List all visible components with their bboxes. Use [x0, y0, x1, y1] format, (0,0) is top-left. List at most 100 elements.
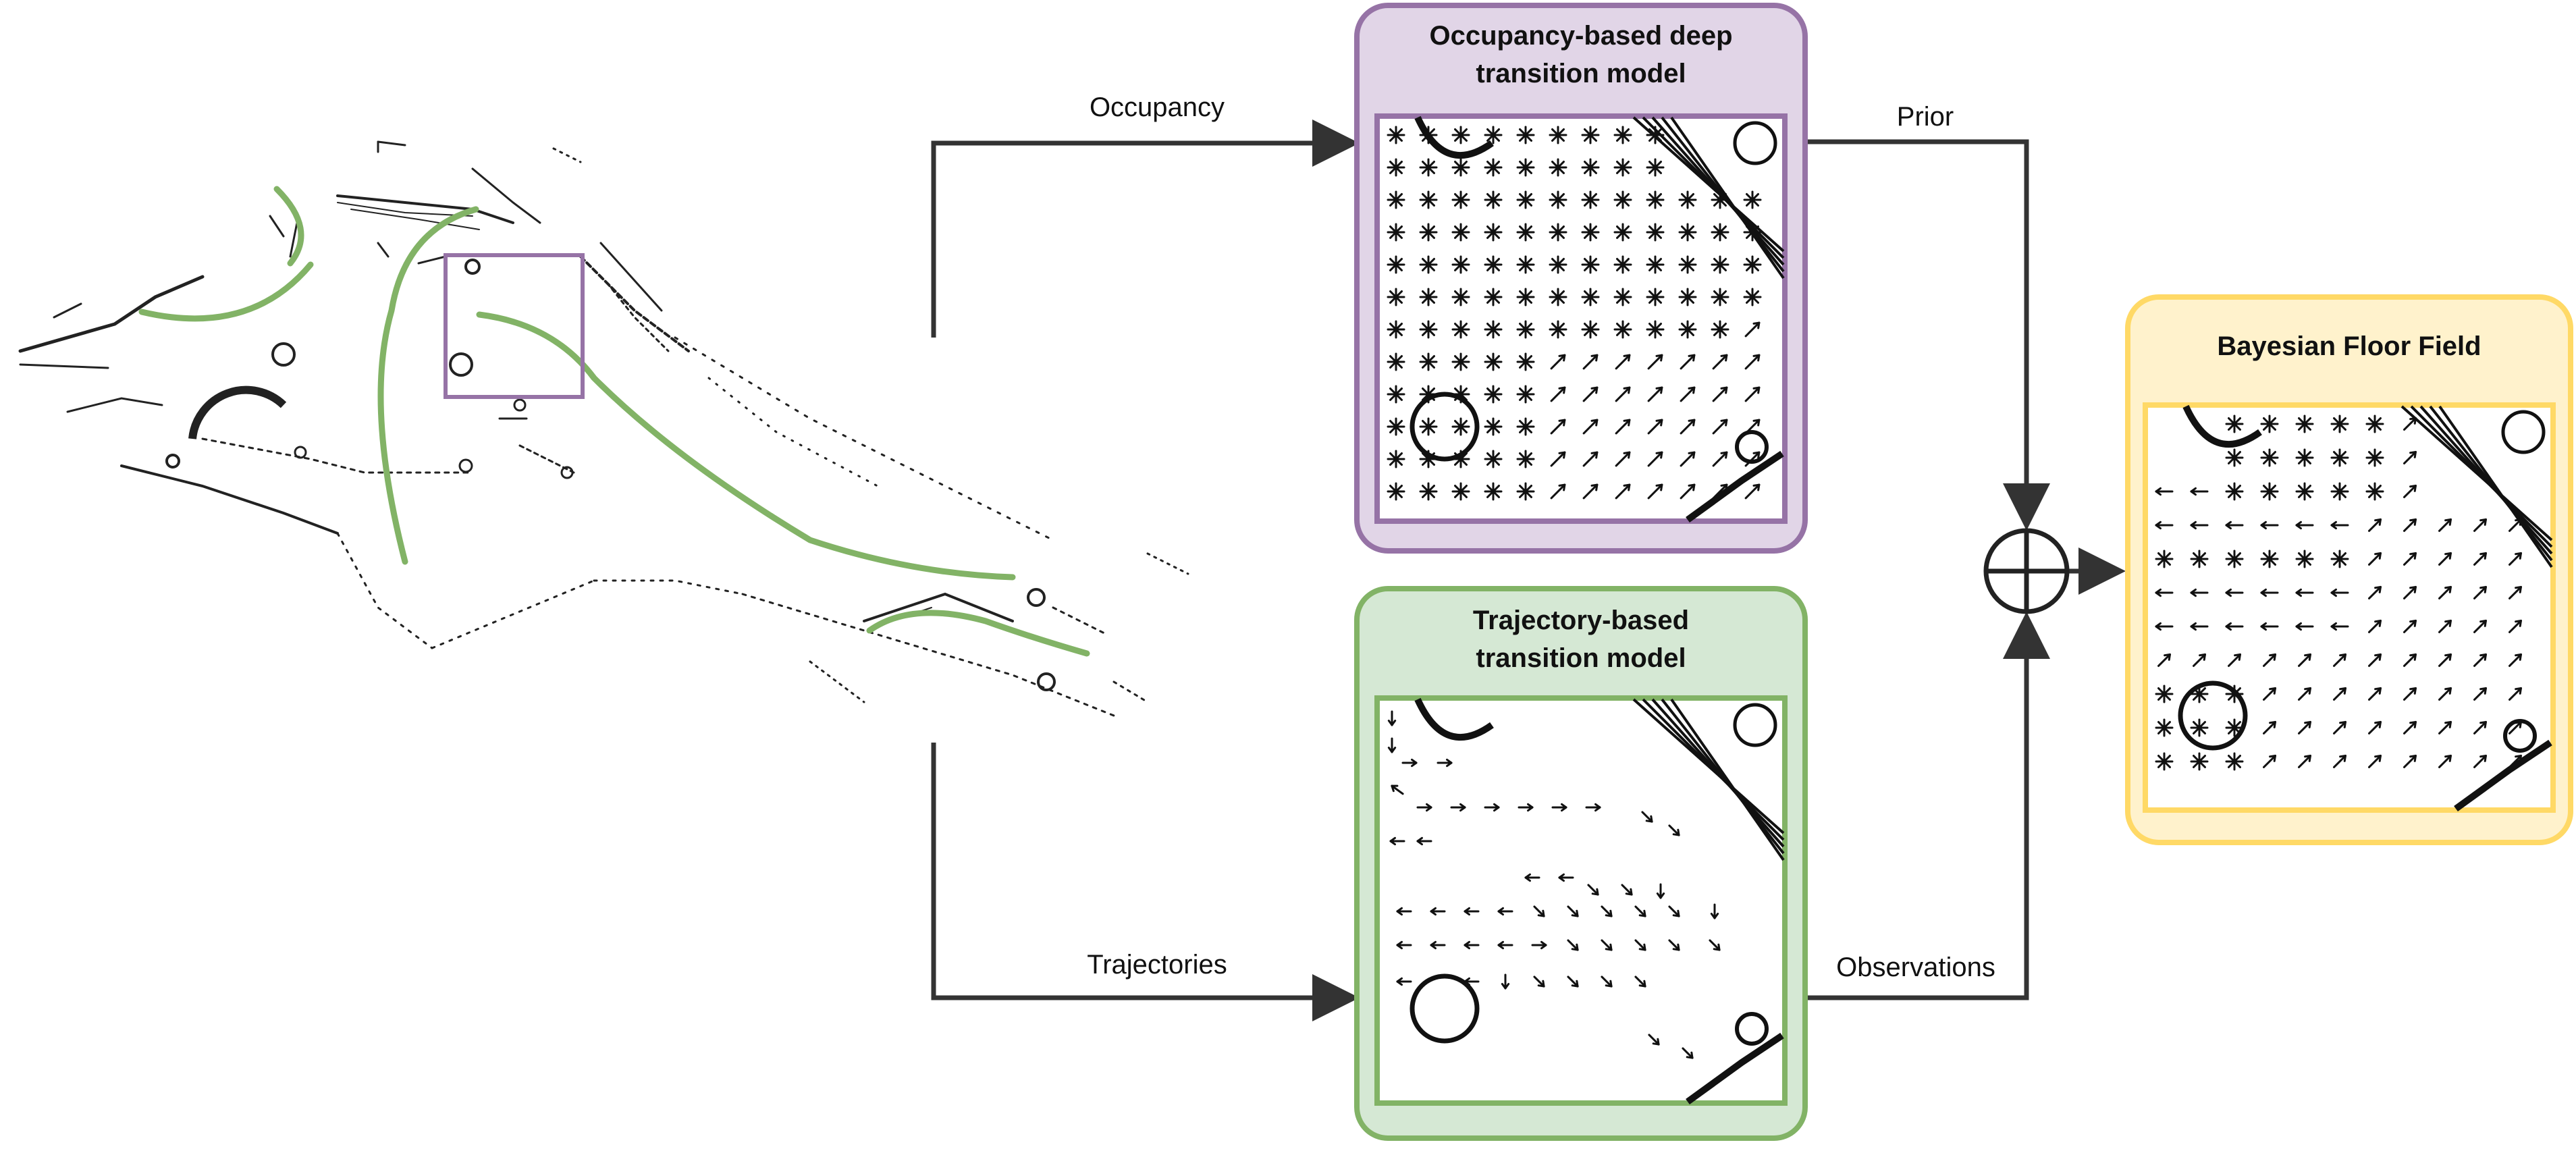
field-vector-glyph — [1613, 255, 1632, 274]
field-vector-glyph — [1582, 419, 1599, 435]
field-vector-glyph — [1531, 940, 1547, 950]
field-vector-glyph — [2438, 653, 2452, 667]
field-vector-glyph — [1613, 223, 1632, 242]
prior-label: Prior — [1897, 102, 1954, 132]
field-vector-glyph — [1451, 223, 1470, 242]
field-vector-glyph — [2190, 752, 2209, 771]
field-vector-glyph — [1430, 940, 1446, 950]
field-vector-glyph — [2330, 414, 2349, 433]
field-vector-glyph — [2365, 448, 2384, 467]
field-vector-glyph — [2368, 552, 2382, 566]
trajectories-label: Trajectories — [1087, 950, 1227, 980]
field-vector-glyph — [1419, 450, 1438, 469]
field-vector-glyph — [1419, 255, 1438, 274]
field-vector-glyph — [1451, 126, 1470, 144]
field-vector-glyph — [2260, 448, 2279, 467]
field-vector-glyph — [1743, 190, 1762, 209]
field-vector-glyph — [1587, 884, 1599, 896]
field-vector-glyph — [2225, 482, 2244, 501]
field-vector-glyph — [1484, 352, 1503, 371]
field-vector-glyph — [1647, 483, 1663, 500]
trajectory-path — [377, 206, 479, 565]
field-vector-glyph — [1582, 354, 1599, 370]
field-vector-glyph — [1533, 975, 1545, 988]
field-vector-glyph — [2473, 586, 2487, 599]
field-vector-glyph — [2438, 755, 2452, 768]
field-vector-glyph — [1451, 158, 1470, 177]
field-vector-glyph — [2295, 550, 2314, 568]
field-vector-glyph — [1437, 758, 1453, 768]
field-vector-glyph — [1581, 255, 1600, 274]
field-vector-glyph — [1615, 419, 1631, 435]
field-vector-glyph — [1567, 939, 1579, 951]
field-vector-glyph — [1558, 873, 1574, 882]
field-vector-glyph — [1419, 482, 1438, 501]
map-crop-highlight — [444, 253, 585, 399]
field-vector-glyph — [1484, 320, 1503, 339]
field-vector-glyph — [1484, 450, 1503, 469]
field-vector-glyph — [2403, 518, 2417, 532]
field-vector-glyph — [1484, 803, 1500, 812]
field-vector-glyph — [1615, 354, 1631, 370]
field-vector-glyph — [1711, 320, 1729, 339]
field-vector-glyph — [1516, 417, 1535, 436]
field-vector-glyph — [1550, 483, 1566, 500]
field-vector-glyph — [1601, 975, 1613, 988]
field-vector-glyph — [1634, 975, 1646, 988]
trajectory-model-title-line1: Trajectory-based — [1473, 606, 1689, 635]
field-vector-glyph — [2403, 755, 2417, 768]
field-vector-glyph — [1680, 451, 1696, 467]
field-vector-glyph — [1615, 386, 1631, 402]
field-vector-glyph — [2403, 417, 2417, 431]
field-vector-glyph — [2508, 755, 2522, 768]
field-vector-glyph — [1484, 417, 1503, 436]
field-vector-glyph — [1430, 907, 1446, 916]
field-vector-glyph — [1634, 905, 1646, 917]
field-vector-glyph — [1743, 223, 1762, 242]
field-vector-glyph — [1581, 190, 1600, 209]
field-vector-glyph — [1711, 223, 1729, 242]
field-vector-glyph — [1387, 482, 1405, 501]
field-vector-glyph — [2368, 653, 2382, 667]
field-vector-glyph — [1549, 320, 1567, 339]
field-vector-glyph — [2225, 718, 2244, 737]
field-vector-glyph — [1634, 939, 1646, 951]
observations-label: Observations — [1836, 953, 1995, 982]
field-vector-glyph — [1516, 255, 1535, 274]
field-vector-glyph — [1387, 255, 1405, 274]
field-vector-glyph — [2330, 588, 2349, 597]
field-vector-glyph — [1524, 873, 1540, 882]
field-vector-glyph — [1464, 907, 1480, 916]
field-vector-glyph — [1396, 977, 1412, 986]
field-vector-glyph — [1516, 223, 1535, 242]
field-vector-glyph — [1451, 385, 1470, 404]
field-vector-glyph — [2225, 414, 2244, 433]
trajectory-path — [138, 261, 314, 322]
field-vector-glyph — [1451, 255, 1470, 274]
field-vector-glyph — [2225, 520, 2244, 530]
field-vector-glyph — [2295, 448, 2314, 467]
field-vector-glyph — [1585, 803, 1601, 812]
field-vector-glyph — [2368, 620, 2382, 633]
field-vector-glyph — [2263, 755, 2276, 768]
field-vector-glyph — [1387, 158, 1405, 177]
field-vector-glyph — [2403, 653, 2417, 667]
field-vector-glyph — [2263, 721, 2276, 734]
field-vector-glyph — [1549, 288, 1567, 306]
field-vector-glyph — [2473, 552, 2487, 566]
field-vector-glyph — [2403, 620, 2417, 633]
field-vector-glyph — [1484, 158, 1503, 177]
field-vector-glyph — [1387, 126, 1405, 144]
field-vector-glyph — [1648, 1034, 1660, 1046]
field-vector-glyph — [2403, 586, 2417, 599]
field-vector-glyph — [2260, 588, 2279, 597]
field-vector-glyph — [2190, 487, 2209, 496]
field-vector-glyph — [2190, 622, 2209, 631]
field-vector-glyph — [1387, 737, 1397, 753]
field-vector-glyph — [2365, 414, 2384, 433]
map-features — [165, 259, 1056, 691]
field-vector-glyph — [2193, 653, 2206, 667]
field-vector-glyph — [1678, 190, 1697, 209]
field-vector-glyph — [1646, 158, 1665, 177]
